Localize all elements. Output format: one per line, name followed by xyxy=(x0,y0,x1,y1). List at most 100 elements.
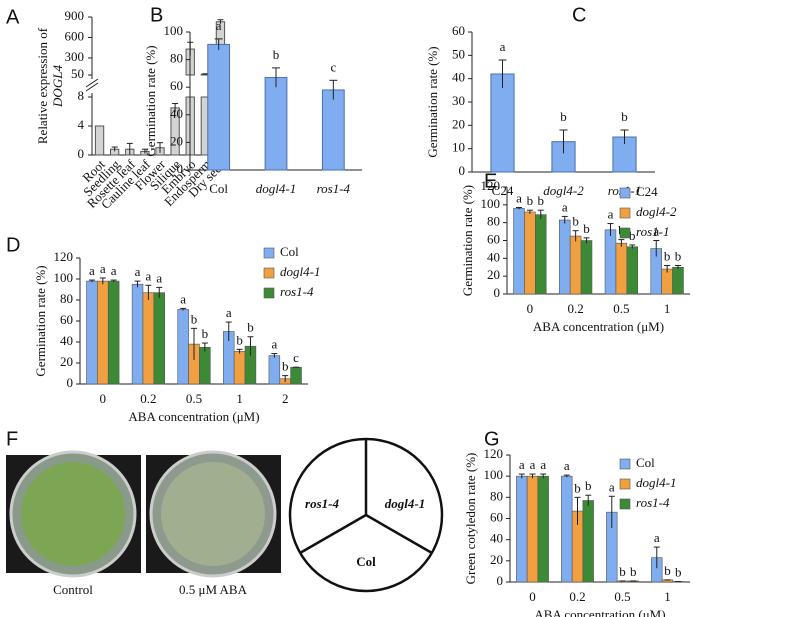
significance-letter: b xyxy=(202,326,209,341)
y-tick-label: 40 xyxy=(487,249,500,264)
x-label: ABA concentration (μM) xyxy=(534,607,665,617)
y-tick-label: 80 xyxy=(60,291,73,306)
legend-label: Col xyxy=(636,455,655,470)
y-tick-label: 120 xyxy=(484,446,504,461)
significance-letter: b xyxy=(572,214,579,229)
legend-label: ros1-4 xyxy=(280,284,314,299)
bar xyxy=(107,280,120,385)
bar xyxy=(97,280,109,385)
y-tick-label: 50 xyxy=(452,46,465,61)
bar xyxy=(264,77,288,171)
significance-letter: a xyxy=(530,457,536,472)
significance-letter: a xyxy=(135,264,141,279)
sector-line xyxy=(365,513,433,555)
bar xyxy=(537,475,549,583)
y-label: Germination rate (%) xyxy=(143,45,158,156)
significance-letter: a xyxy=(216,18,222,33)
y-tick-label: 60 xyxy=(60,312,73,327)
significance-letter: b xyxy=(583,221,590,236)
legend-label: ros1-1 xyxy=(636,224,669,239)
significance-letter: a xyxy=(111,263,117,278)
significance-letter: a xyxy=(516,190,522,205)
legend-swatch xyxy=(619,227,631,239)
x-tick-label: dogl4-1 xyxy=(256,181,296,196)
y-tick-label: 20 xyxy=(60,354,73,369)
significance-letter: a xyxy=(500,39,506,54)
significance-letter: a xyxy=(180,291,186,306)
sector-label: Col xyxy=(356,554,376,569)
y-tick-label: 0 xyxy=(497,573,504,588)
significance-letter: a xyxy=(562,199,568,214)
x-tick-label: dogl4-2 xyxy=(543,183,584,198)
legend-swatch xyxy=(263,287,275,299)
y-tick-label: 40 xyxy=(452,70,465,85)
significance-letter: a xyxy=(89,263,95,278)
x-tick-label: 1 xyxy=(664,589,671,604)
chart-panel: C 0 10 20 30 40 50 60 Germination rate (%) a C24 b d… xyxy=(425,4,655,198)
significance-letter: b xyxy=(621,109,628,124)
y-tick-label: 300 xyxy=(65,49,85,64)
significance-letter: c xyxy=(293,350,299,365)
panel-label: C xyxy=(572,4,586,26)
y-tick-label: 600 xyxy=(65,28,85,43)
significance-letter: b xyxy=(236,332,243,347)
y-tick-label: 4 xyxy=(78,117,85,132)
bar xyxy=(199,346,211,385)
legend-swatch xyxy=(619,458,631,470)
x-tick-label: 0 xyxy=(529,589,536,604)
x-tick-label: 0.2 xyxy=(568,301,584,316)
significance-letter: b xyxy=(675,564,682,579)
significance-letter: a xyxy=(100,261,106,276)
y-tick-label: 20 xyxy=(170,133,183,148)
bar xyxy=(580,240,593,295)
panel-label: E xyxy=(484,170,497,192)
legend-swatch xyxy=(263,247,275,259)
bar xyxy=(177,309,189,385)
significance-letter: b xyxy=(629,228,636,243)
y-label-gene: DOGL4 xyxy=(50,65,65,108)
y-label: Germination rate (%) xyxy=(460,185,475,296)
bar xyxy=(661,268,673,295)
seedlings xyxy=(21,462,125,566)
y-tick-label: 100 xyxy=(54,270,74,285)
bar xyxy=(142,292,155,385)
y-tick-label: 40 xyxy=(60,333,73,348)
bar xyxy=(524,211,536,295)
y-tick-label: 80 xyxy=(490,488,503,503)
x-label: ABA concentration (μM) xyxy=(533,319,664,334)
x-tick-label: 0.5 xyxy=(613,301,629,316)
y-tick-label: 80 xyxy=(170,51,183,66)
sector-label: dogl4-1 xyxy=(385,496,425,511)
x-tick-label: 0 xyxy=(527,301,534,316)
bar xyxy=(672,266,684,295)
y-label: Relative expression of xyxy=(35,27,50,144)
legend-swatch xyxy=(619,478,631,490)
y-tick-label: 60 xyxy=(452,23,465,38)
y-label: Green cotyledon rate (%) xyxy=(463,453,478,585)
y-tick-label: 30 xyxy=(452,93,465,108)
y-tick-label: 8 xyxy=(78,88,85,103)
legend-swatch xyxy=(619,187,631,199)
significance-letter: b xyxy=(574,480,581,495)
bar xyxy=(626,246,639,295)
bar xyxy=(526,475,539,583)
legend-label: Col xyxy=(280,244,299,259)
significance-letter: a xyxy=(271,337,277,352)
significance-letter: a xyxy=(226,305,232,320)
bar xyxy=(86,280,98,385)
legend-label: dogl4-1 xyxy=(636,475,676,490)
significance-letter: b xyxy=(619,564,626,579)
significance-letter: b xyxy=(585,478,592,493)
y-tick-label: 120 xyxy=(54,249,74,264)
y-tick-label: 120 xyxy=(481,178,501,193)
legend-label: C24 xyxy=(636,184,658,199)
x-label: ABA concentration (μM) xyxy=(128,409,259,424)
y-tick-label: 10 xyxy=(452,140,465,155)
bar xyxy=(561,475,573,583)
y-tick-label: 50 xyxy=(71,66,84,81)
y-tick-label: 80 xyxy=(487,214,500,229)
bar xyxy=(569,235,582,295)
significance-letter: a xyxy=(654,530,660,545)
